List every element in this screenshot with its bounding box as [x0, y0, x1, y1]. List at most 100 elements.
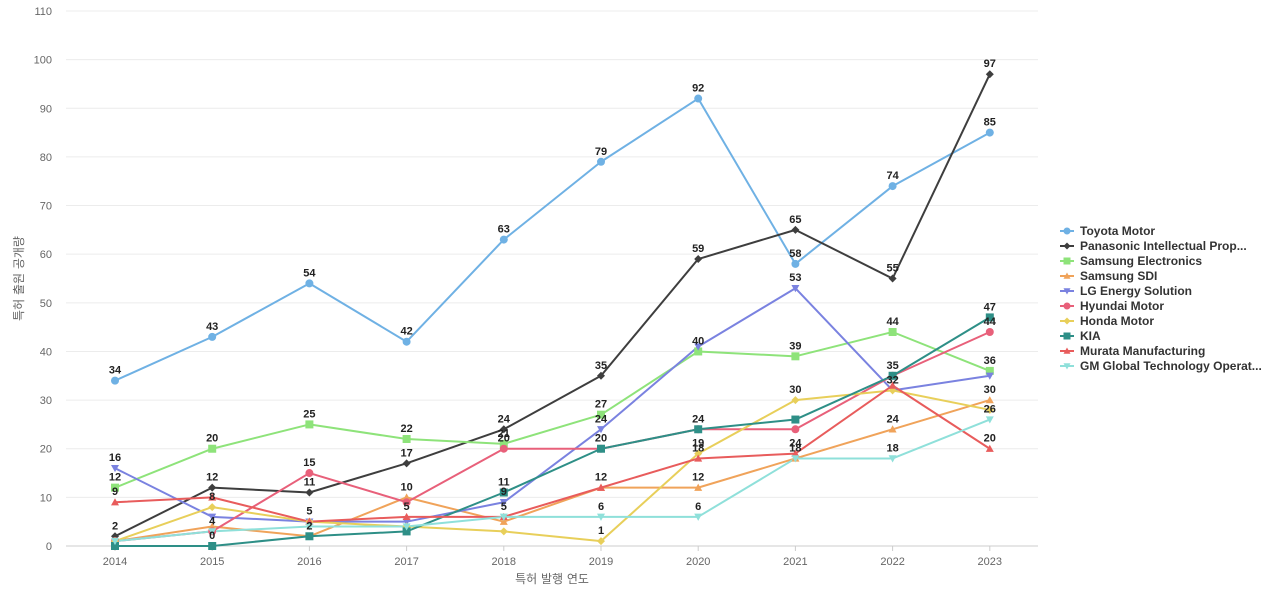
legend-item[interactable]: Hyundai Motor	[1060, 299, 1164, 313]
data-point[interactable]	[597, 371, 605, 380]
data-point[interactable]	[888, 182, 897, 191]
data-point[interactable]	[888, 371, 897, 380]
data-point[interactable]	[694, 255, 703, 264]
data-point[interactable]	[402, 435, 411, 443]
data-point[interactable]	[694, 449, 703, 458]
data-point[interactable]	[402, 337, 411, 346]
data-point[interactable]	[791, 396, 800, 405]
data-point[interactable]	[791, 455, 800, 463]
data-point[interactable]	[888, 328, 897, 336]
data-point[interactable]	[985, 416, 994, 424]
data-point[interactable]	[305, 279, 314, 288]
data-point[interactable]	[111, 498, 119, 506]
data-point[interactable]	[305, 469, 314, 478]
data-point[interactable]	[888, 455, 897, 463]
data-point[interactable]	[402, 498, 411, 507]
data-point[interactable]	[499, 513, 508, 521]
data-point[interactable]	[597, 513, 605, 521]
series-line-7	[115, 316, 991, 547]
data-point[interactable]	[791, 352, 800, 361]
data-point[interactable]	[985, 328, 994, 336]
data-point[interactable]	[111, 483, 119, 492]
data-point[interactable]	[499, 517, 508, 525]
data-point[interactable]	[111, 537, 119, 546]
data-point[interactable]	[985, 372, 994, 380]
data-point[interactable]	[791, 425, 800, 434]
legend-item[interactable]: Toyota Motor	[1060, 224, 1155, 238]
data-point[interactable]	[985, 70, 994, 79]
data-point[interactable]	[791, 449, 800, 457]
data-point[interactable]	[305, 420, 314, 429]
data-point[interactable]	[597, 537, 605, 546]
data-point[interactable]	[402, 527, 411, 536]
data-point[interactable]	[791, 259, 800, 268]
legend-label: Panasonic Intellectual Prop...	[1080, 239, 1247, 253]
data-point[interactable]	[111, 376, 119, 385]
series-line-4	[114, 287, 990, 523]
data-point[interactable]	[208, 493, 217, 501]
data-point[interactable]	[694, 343, 703, 351]
data-point[interactable]	[499, 444, 508, 453]
legend-item[interactable]: KIA	[1060, 329, 1101, 343]
data-point[interactable]	[597, 444, 605, 453]
data-point[interactable]	[791, 285, 800, 293]
data-point[interactable]	[694, 425, 703, 434]
legend-label: Samsung SDI	[1080, 269, 1157, 283]
data-point[interactable]	[305, 523, 314, 531]
data-point[interactable]	[985, 444, 994, 452]
data-point[interactable]	[402, 523, 411, 531]
data-point[interactable]	[985, 128, 994, 137]
data-point[interactable]	[499, 488, 508, 497]
data-point[interactable]	[597, 410, 605, 419]
data-point[interactable]	[208, 503, 217, 512]
data-point[interactable]	[888, 425, 897, 433]
data-point[interactable]	[208, 542, 217, 550]
data-point[interactable]	[985, 313, 994, 322]
y-tick-label: 80	[40, 152, 52, 164]
data-point[interactable]	[208, 444, 217, 453]
legend-item[interactable]: Samsung Electronics	[1060, 254, 1202, 268]
data-point[interactable]	[888, 381, 897, 389]
data-point[interactable]	[305, 532, 314, 541]
data-point[interactable]	[208, 332, 217, 341]
data-point[interactable]	[305, 488, 314, 497]
data-point[interactable]	[499, 425, 508, 434]
data-point[interactable]	[694, 483, 703, 491]
legend-item[interactable]: Samsung SDI	[1060, 269, 1157, 283]
data-point[interactable]	[694, 347, 703, 356]
data-point[interactable]	[208, 483, 217, 492]
data-point[interactable]	[985, 366, 994, 375]
data-point[interactable]	[694, 513, 703, 521]
data-point[interactable]	[499, 527, 508, 536]
data-point[interactable]	[402, 459, 411, 468]
legend-item[interactable]: LG Energy Solution	[1060, 284, 1192, 298]
series-line-0	[114, 97, 991, 382]
data-point[interactable]	[597, 483, 605, 491]
data-point[interactable]	[597, 157, 605, 166]
data-label: 63	[498, 224, 510, 236]
data-point[interactable]	[208, 513, 217, 521]
legend-item[interactable]: Panasonic Intellectual Prop...	[1060, 239, 1247, 253]
legend-item[interactable]: Honda Motor	[1060, 314, 1154, 328]
data-point[interactable]	[111, 542, 119, 550]
legend-item[interactable]: Murata Manufacturing	[1060, 344, 1205, 358]
legend-item[interactable]: GM Global Technology Operat...	[1060, 359, 1262, 373]
data-point[interactable]	[985, 405, 994, 414]
data-label: 24	[595, 413, 608, 425]
data-point[interactable]	[402, 518, 411, 526]
data-point[interactable]	[402, 512, 411, 521]
data-point[interactable]	[499, 439, 508, 448]
data-point[interactable]	[597, 426, 605, 434]
data-point[interactable]	[791, 225, 800, 234]
data-point[interactable]	[694, 94, 703, 103]
data-point[interactable]	[985, 396, 994, 404]
data-point[interactable]	[694, 454, 703, 462]
data-point[interactable]	[305, 517, 314, 525]
data-point[interactable]	[499, 235, 508, 244]
data-point[interactable]	[791, 415, 800, 424]
data-point[interactable]	[888, 274, 897, 283]
data-point[interactable]	[208, 528, 217, 536]
data-point[interactable]	[499, 499, 508, 507]
data-point[interactable]	[111, 464, 119, 473]
